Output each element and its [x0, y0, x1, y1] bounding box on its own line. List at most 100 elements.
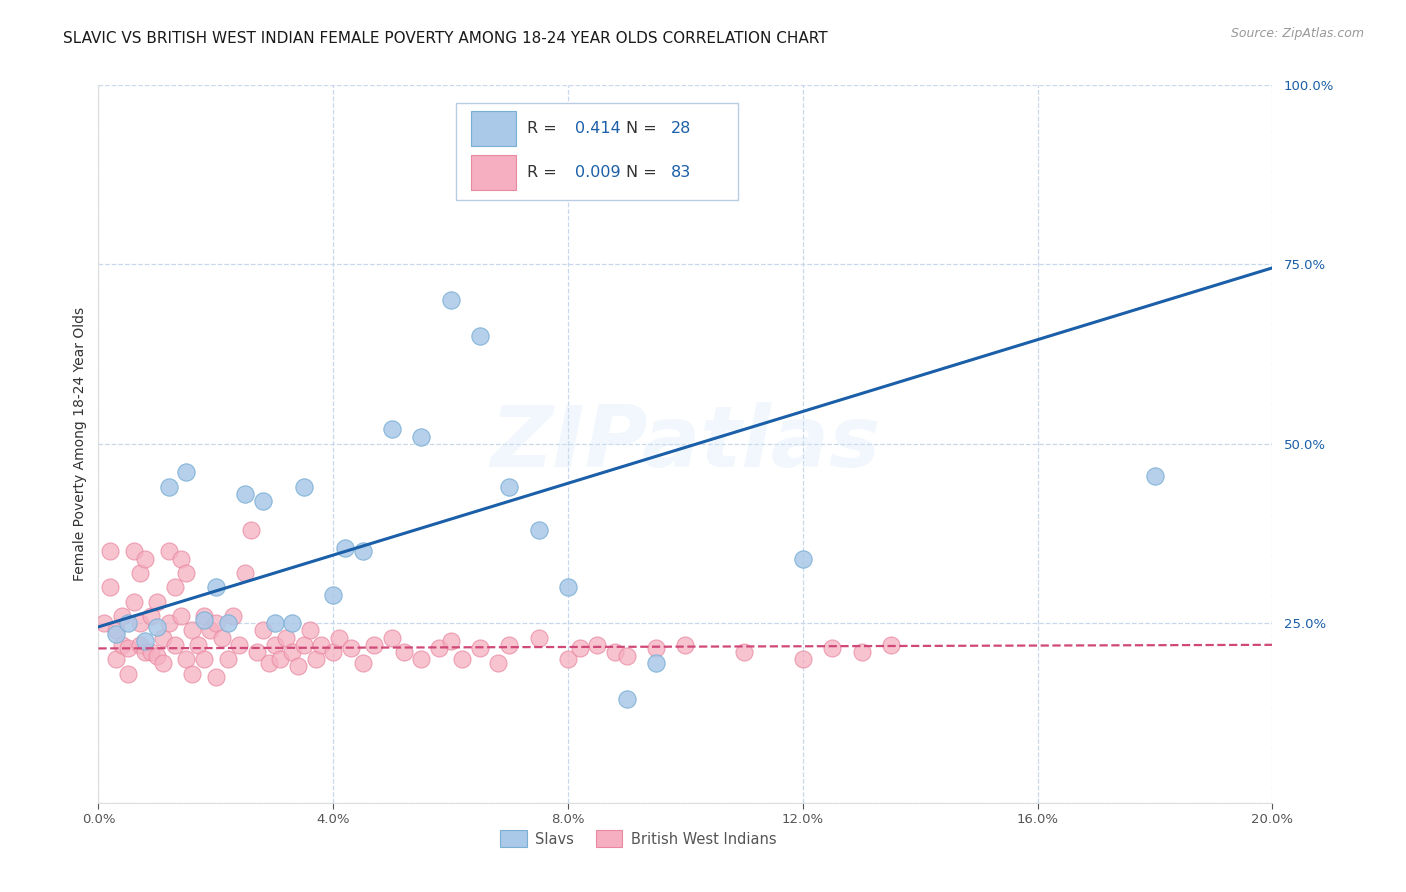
- Point: [381, 631, 404, 645]
- Point: [527, 523, 550, 537]
- Point: [792, 551, 814, 566]
- Point: [98, 581, 121, 595]
- Text: ZIPatlas: ZIPatlas: [491, 402, 880, 485]
- Point: [292, 638, 315, 652]
- Point: [233, 566, 256, 580]
- Point: [645, 641, 668, 656]
- Point: [240, 523, 263, 537]
- Point: [568, 641, 591, 656]
- Point: [527, 631, 550, 645]
- Point: [163, 581, 186, 595]
- Point: [187, 638, 209, 652]
- Point: [233, 487, 256, 501]
- Point: [427, 641, 450, 656]
- Point: [117, 616, 139, 631]
- Point: [322, 645, 344, 659]
- Point: [363, 638, 385, 652]
- Point: [281, 645, 304, 659]
- Point: [263, 638, 285, 652]
- Point: [352, 544, 374, 558]
- Point: [451, 652, 474, 666]
- Point: [205, 670, 228, 684]
- Point: [117, 666, 139, 681]
- Point: [193, 652, 215, 666]
- Point: [851, 645, 873, 659]
- Point: [134, 551, 156, 566]
- Point: [134, 634, 156, 648]
- Point: [439, 293, 461, 307]
- Point: [586, 638, 609, 652]
- Point: [603, 645, 626, 659]
- Point: [176, 566, 198, 580]
- Point: [392, 645, 415, 659]
- Point: [276, 631, 298, 645]
- Point: [141, 609, 163, 624]
- Y-axis label: Female Poverty Among 18-24 Year Olds: Female Poverty Among 18-24 Year Olds: [73, 307, 87, 581]
- Point: [733, 645, 755, 659]
- Point: [181, 666, 204, 681]
- Point: [176, 652, 198, 666]
- Point: [333, 541, 356, 555]
- Point: [217, 652, 239, 666]
- Point: [128, 638, 150, 652]
- Point: [304, 652, 326, 666]
- Point: [616, 648, 638, 663]
- Point: [486, 656, 509, 670]
- Point: [340, 641, 363, 656]
- Point: [322, 588, 344, 602]
- Point: [439, 634, 461, 648]
- Point: [205, 616, 228, 631]
- Point: [381, 422, 404, 436]
- Point: [211, 631, 233, 645]
- Point: [675, 638, 697, 652]
- Point: [228, 638, 250, 652]
- Point: [287, 659, 309, 673]
- Point: [292, 480, 315, 494]
- Point: [222, 609, 245, 624]
- Point: [141, 645, 163, 659]
- Point: [498, 638, 520, 652]
- Legend: Slavs, British West Indians: Slavs, British West Indians: [495, 824, 783, 853]
- Point: [122, 544, 145, 558]
- Point: [163, 638, 186, 652]
- Point: [557, 581, 579, 595]
- Point: [157, 480, 180, 494]
- Point: [128, 616, 150, 631]
- Point: [134, 645, 156, 659]
- Point: [176, 466, 198, 480]
- Point: [252, 624, 274, 638]
- Point: [117, 641, 139, 656]
- Point: [616, 691, 638, 706]
- Point: [169, 551, 191, 566]
- Point: [411, 652, 433, 666]
- Point: [169, 609, 191, 624]
- Point: [252, 494, 274, 508]
- Point: [105, 652, 128, 666]
- Point: [792, 652, 814, 666]
- Point: [193, 609, 215, 624]
- Point: [111, 609, 134, 624]
- Point: [281, 616, 304, 631]
- Point: [105, 624, 128, 638]
- Point: [257, 656, 280, 670]
- Text: Source: ZipAtlas.com: Source: ZipAtlas.com: [1230, 27, 1364, 40]
- Point: [128, 566, 150, 580]
- Text: SLAVIC VS BRITISH WEST INDIAN FEMALE POVERTY AMONG 18-24 YEAR OLDS CORRELATION C: SLAVIC VS BRITISH WEST INDIAN FEMALE POV…: [63, 31, 828, 46]
- Point: [269, 652, 291, 666]
- Point: [146, 648, 169, 663]
- Point: [411, 429, 433, 443]
- Point: [122, 595, 145, 609]
- Point: [98, 544, 121, 558]
- Point: [193, 613, 215, 627]
- Point: [468, 329, 491, 343]
- Point: [557, 652, 579, 666]
- Point: [645, 656, 668, 670]
- Point: [157, 616, 180, 631]
- Point: [498, 480, 520, 494]
- Point: [198, 624, 221, 638]
- Point: [263, 616, 285, 631]
- Point: [311, 638, 333, 652]
- Point: [880, 638, 903, 652]
- Point: [1144, 469, 1167, 483]
- Point: [246, 645, 269, 659]
